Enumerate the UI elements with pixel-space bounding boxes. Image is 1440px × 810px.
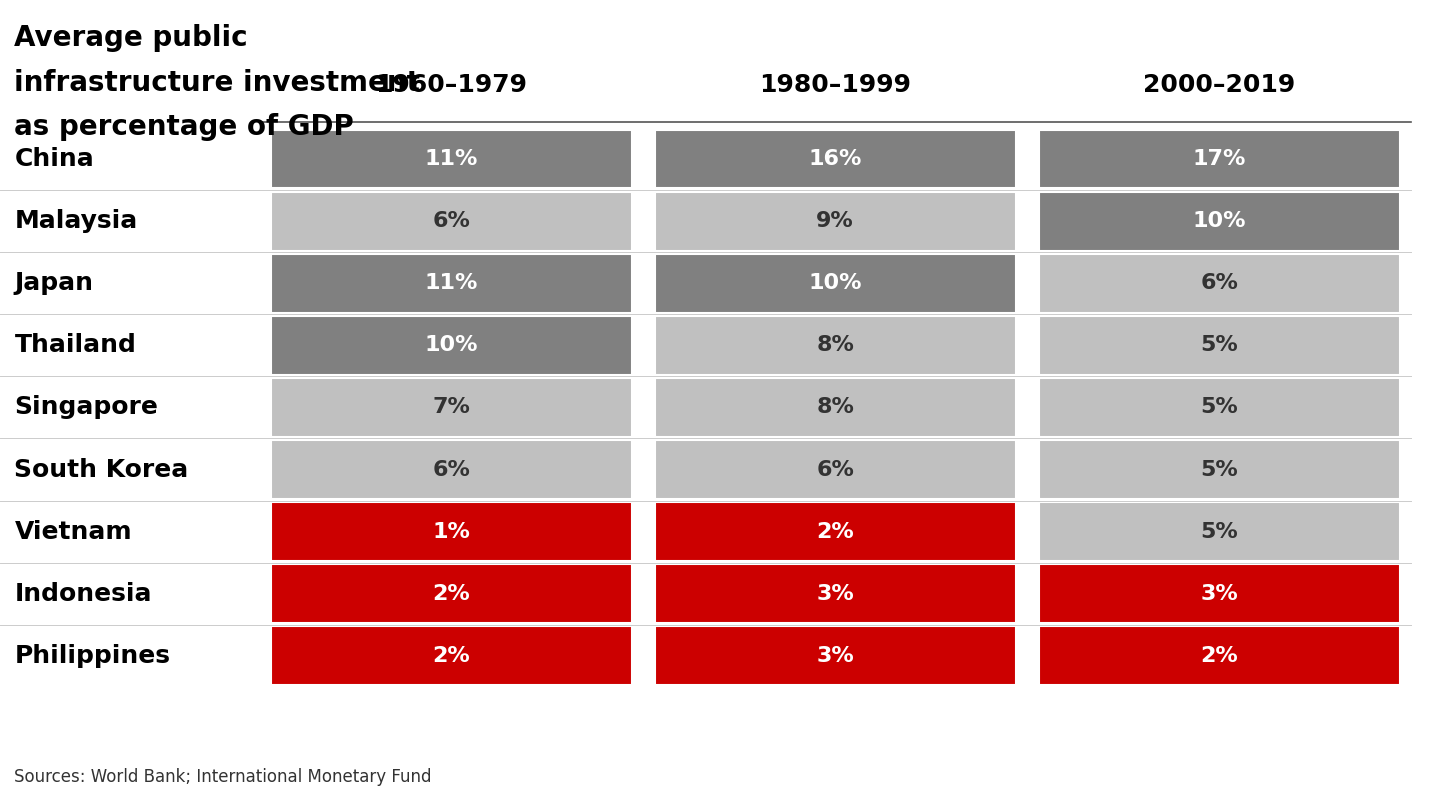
FancyBboxPatch shape xyxy=(271,378,632,437)
FancyBboxPatch shape xyxy=(271,316,632,375)
Text: 2000–2019: 2000–2019 xyxy=(1143,73,1296,97)
Text: 1960–1979: 1960–1979 xyxy=(376,73,527,97)
FancyBboxPatch shape xyxy=(271,502,632,561)
Text: 8%: 8% xyxy=(816,335,854,356)
FancyBboxPatch shape xyxy=(655,192,1015,250)
Text: 5%: 5% xyxy=(1201,335,1238,356)
FancyBboxPatch shape xyxy=(271,626,632,685)
Text: 6%: 6% xyxy=(432,459,469,480)
Text: 3%: 3% xyxy=(816,584,854,603)
Text: 11%: 11% xyxy=(425,149,478,169)
Text: 8%: 8% xyxy=(816,398,854,417)
Text: 1980–1999: 1980–1999 xyxy=(759,73,912,97)
Text: Philippines: Philippines xyxy=(14,644,170,667)
Text: 10%: 10% xyxy=(425,335,478,356)
Text: 2%: 2% xyxy=(1201,646,1238,666)
FancyBboxPatch shape xyxy=(655,440,1015,499)
Text: 5%: 5% xyxy=(1201,398,1238,417)
Text: Average public: Average public xyxy=(14,24,248,53)
Text: South Korea: South Korea xyxy=(14,458,189,481)
Text: 16%: 16% xyxy=(808,149,863,169)
Text: 6%: 6% xyxy=(816,459,854,480)
Text: Japan: Japan xyxy=(14,271,94,295)
FancyBboxPatch shape xyxy=(655,316,1015,375)
Text: 9%: 9% xyxy=(816,211,854,231)
Text: 17%: 17% xyxy=(1192,149,1246,169)
FancyBboxPatch shape xyxy=(271,254,632,313)
Text: 1%: 1% xyxy=(432,522,469,542)
FancyBboxPatch shape xyxy=(1038,565,1400,623)
Text: Sources: World Bank; International Monetary Fund: Sources: World Bank; International Monet… xyxy=(14,768,432,786)
FancyBboxPatch shape xyxy=(655,378,1015,437)
Text: China: China xyxy=(14,147,94,171)
Text: Indonesia: Indonesia xyxy=(14,582,151,606)
Text: 10%: 10% xyxy=(808,273,863,293)
Text: Vietnam: Vietnam xyxy=(14,520,132,544)
FancyBboxPatch shape xyxy=(1038,440,1400,499)
Text: Thailand: Thailand xyxy=(14,334,137,357)
FancyBboxPatch shape xyxy=(655,626,1015,685)
Text: 3%: 3% xyxy=(1201,584,1238,603)
Text: Singapore: Singapore xyxy=(14,395,158,420)
Text: 6%: 6% xyxy=(1201,273,1238,293)
FancyBboxPatch shape xyxy=(271,192,632,250)
Text: as percentage of GDP: as percentage of GDP xyxy=(14,113,354,142)
FancyBboxPatch shape xyxy=(655,254,1015,313)
Text: Malaysia: Malaysia xyxy=(14,209,138,233)
Text: 2%: 2% xyxy=(432,646,469,666)
FancyBboxPatch shape xyxy=(655,565,1015,623)
FancyBboxPatch shape xyxy=(655,130,1015,189)
Text: 7%: 7% xyxy=(432,398,469,417)
Text: 6%: 6% xyxy=(432,211,469,231)
FancyBboxPatch shape xyxy=(271,130,632,189)
FancyBboxPatch shape xyxy=(271,565,632,623)
Text: infrastructure investment: infrastructure investment xyxy=(14,69,420,97)
Text: 3%: 3% xyxy=(816,646,854,666)
FancyBboxPatch shape xyxy=(271,440,632,499)
Text: 5%: 5% xyxy=(1201,522,1238,542)
Text: 10%: 10% xyxy=(1192,211,1246,231)
FancyBboxPatch shape xyxy=(1038,502,1400,561)
FancyBboxPatch shape xyxy=(1038,130,1400,189)
FancyBboxPatch shape xyxy=(1038,254,1400,313)
FancyBboxPatch shape xyxy=(1038,626,1400,685)
FancyBboxPatch shape xyxy=(1038,316,1400,375)
Text: 11%: 11% xyxy=(425,273,478,293)
Text: 2%: 2% xyxy=(432,584,469,603)
Text: 2%: 2% xyxy=(816,522,854,542)
Text: 5%: 5% xyxy=(1201,459,1238,480)
FancyBboxPatch shape xyxy=(1038,192,1400,250)
FancyBboxPatch shape xyxy=(1038,378,1400,437)
FancyBboxPatch shape xyxy=(655,502,1015,561)
